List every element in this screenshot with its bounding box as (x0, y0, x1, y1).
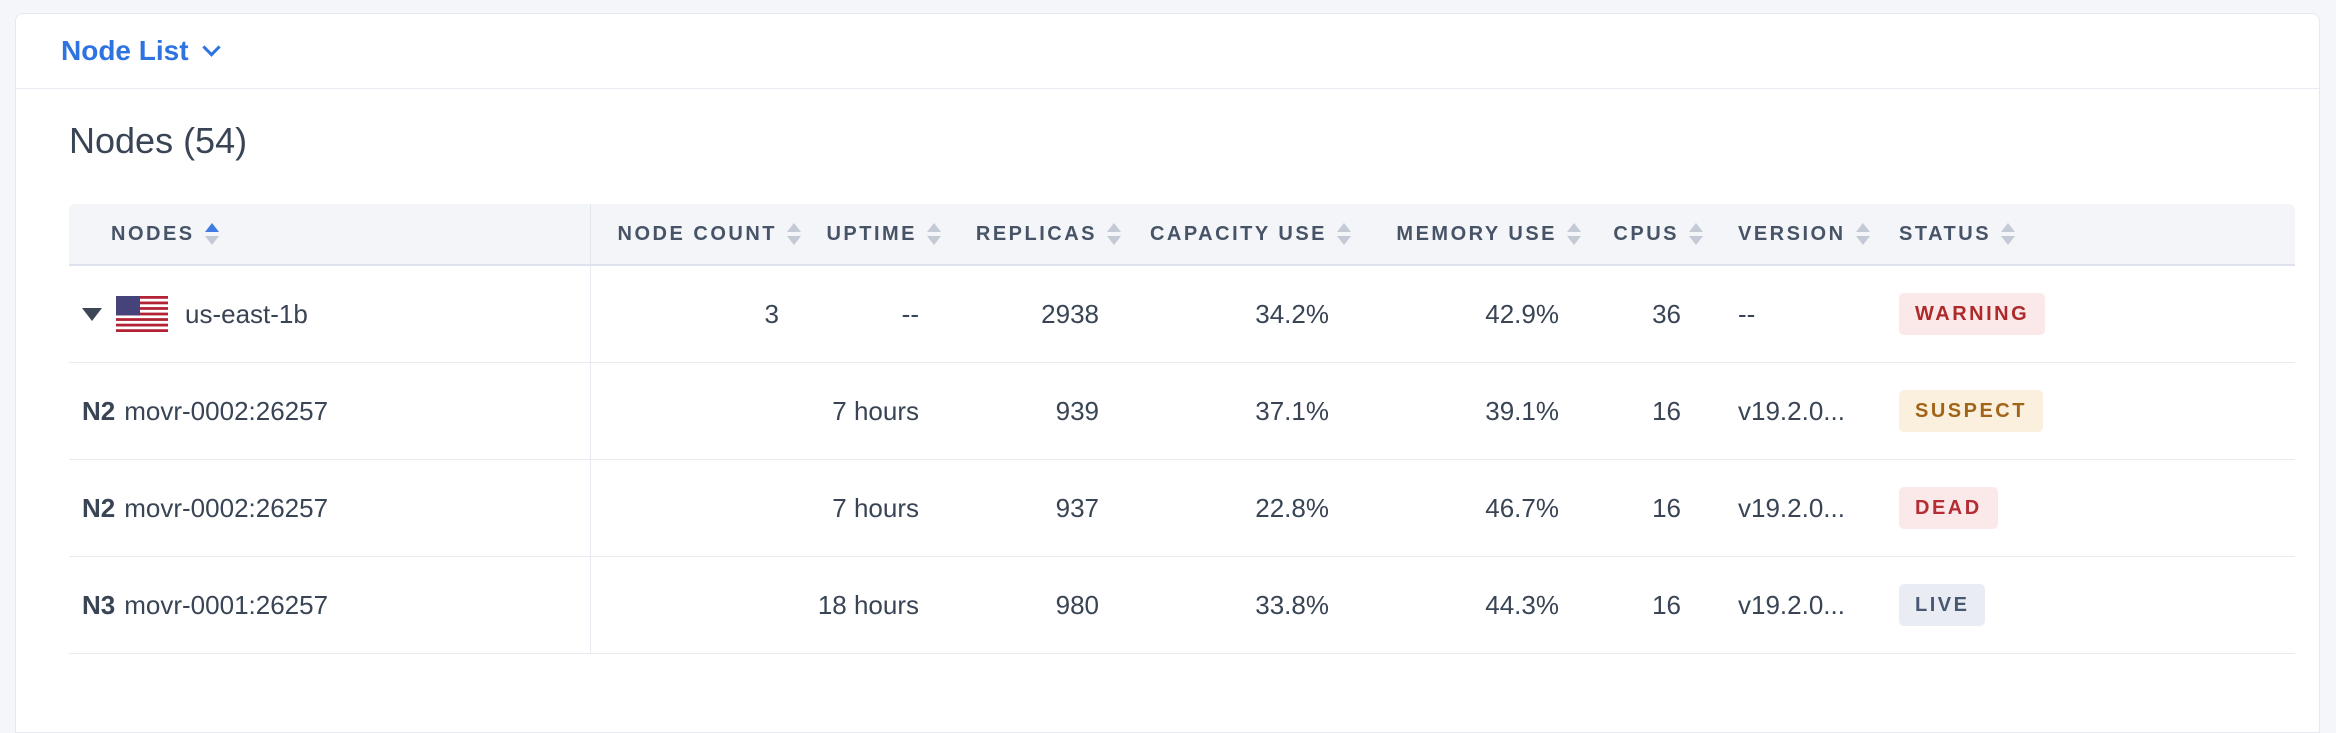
us-flag-icon (116, 296, 168, 332)
cell-cpus: 36 (1652, 298, 1681, 329)
column-label: NODE COUNT (617, 222, 777, 245)
node-name-link[interactable]: N3 movr-0001:26257 (82, 590, 328, 621)
column-label: CAPACITY USE (1149, 222, 1327, 245)
status-badge: SUSPECT (1899, 390, 2043, 432)
cell-status: DEAD (1867, 487, 2295, 529)
node-address: movr-0001:26257 (124, 589, 329, 620)
sort-arrows-icon (1855, 223, 1870, 245)
column-header-capacity-use[interactable]: CAPACITY USE (1121, 223, 1351, 246)
cell-uptime: 7 hours (832, 492, 919, 523)
sort-arrows-icon (1567, 223, 1581, 245)
cell-cpus: 16 (1652, 395, 1681, 426)
cell-replicas: 937 (1055, 492, 1099, 523)
status-badge: WARNING (1899, 293, 2046, 335)
node-id: N3 (82, 589, 116, 620)
view-selector-dropdown[interactable]: Node List (61, 35, 221, 67)
table-row-node: N2 movr-0002:26257 7 hours 937 22.8% 46.7… (69, 460, 2295, 557)
node-address: movr-0002:26257 (124, 395, 329, 426)
cell-memory-use: 39.1% (1485, 395, 1559, 426)
cell-status: LIVE (1867, 584, 2295, 626)
sort-arrows-icon (204, 223, 219, 245)
cell-uptime: 18 hours (817, 589, 919, 620)
table-row-node: N2 movr-0002:26257 7 hours 939 37.1% 39.1… (69, 363, 2295, 460)
sort-arrows-icon (1107, 223, 1121, 245)
column-header-memory-use[interactable]: MEMORY USE (1351, 223, 1581, 246)
cell-node-count: 3 (764, 298, 779, 329)
region-cell: us-east-1b (69, 266, 591, 362)
column-label: NODES (111, 222, 195, 245)
status-badge: DEAD (1899, 487, 1998, 529)
cell-capacity-use: 33.8% (1255, 589, 1329, 620)
node-id: N2 (82, 492, 116, 523)
sort-arrows-icon (1337, 223, 1351, 245)
cell-status: SUSPECT (1867, 390, 2295, 432)
sort-arrows-icon (787, 223, 801, 245)
node-name-link[interactable]: N2 movr-0002:26257 (82, 396, 328, 427)
column-header-status[interactable]: STATUS (1867, 223, 2295, 246)
column-header-version[interactable]: VERSION (1703, 222, 1870, 246)
column-header-cpus[interactable]: CPUS (1581, 223, 1703, 246)
column-header-uptime[interactable]: UPTIME (801, 223, 941, 246)
column-label: MEMORY USE (1396, 222, 1557, 245)
cell-capacity-use: 37.1% (1255, 395, 1329, 426)
cell-replicas: 980 (1055, 589, 1099, 620)
cell-memory-use: 42.9% (1485, 298, 1559, 329)
cell-status: WARNING (1867, 293, 2295, 335)
node-cell: N2 movr-0002:26257 (69, 460, 591, 556)
cell-replicas: 2938 (1041, 298, 1099, 329)
column-header-nodes[interactable]: NODES (69, 204, 591, 264)
cell-version: -- (1738, 298, 1756, 329)
cell-capacity-use: 34.2% (1255, 298, 1329, 329)
column-label: CPUS (1613, 222, 1679, 245)
cell-version: v19.2.0... (1738, 395, 1845, 426)
cell-version: v19.2.0... (1738, 589, 1845, 620)
caret-down-icon (82, 307, 102, 321)
cell-cpus: 16 (1652, 589, 1681, 620)
sort-arrows-icon (1689, 223, 1703, 245)
sort-arrows-icon (927, 223, 941, 245)
node-list-card: Node List Nodes (54) NODES NODE COUNT UP… (15, 13, 2320, 733)
cell-memory-use: 44.3% (1485, 589, 1559, 620)
node-name-link[interactable]: N2 movr-0002:26257 (82, 493, 328, 524)
cell-capacity-use: 22.8% (1255, 492, 1329, 523)
cell-memory-use: 46.7% (1485, 492, 1559, 523)
topbar: Node List (16, 14, 2319, 89)
expand-toggle[interactable] (82, 307, 116, 321)
column-header-replicas[interactable]: REPLICAS (941, 223, 1121, 246)
content-area: Nodes (54) NODES NODE COUNT UPTIME REPLI… (16, 89, 2319, 654)
cell-version: v19.2.0... (1738, 492, 1845, 523)
column-label: REPLICAS (975, 222, 1097, 245)
node-address: movr-0002:26257 (124, 492, 329, 523)
cell-replicas: 939 (1055, 395, 1099, 426)
view-selector-label: Node List (61, 35, 189, 66)
nodes-table: NODES NODE COUNT UPTIME REPLICAS CAPACIT… (69, 204, 2295, 654)
column-label: STATUS (1899, 222, 1992, 245)
chevron-down-icon (201, 37, 221, 57)
cell-uptime: 7 hours (832, 395, 919, 426)
cell-cpus: 16 (1652, 492, 1681, 523)
node-cell: N2 movr-0002:26257 (69, 363, 591, 459)
table-header-row: NODES NODE COUNT UPTIME REPLICAS CAPACIT… (69, 204, 2295, 266)
table-row-node: N3 movr-0001:26257 18 hours 980 33.8% 44.… (69, 557, 2295, 654)
column-label: VERSION (1738, 222, 1846, 245)
column-label: UPTIME (826, 222, 917, 245)
status-badge: LIVE (1899, 584, 1986, 626)
region-name: us-east-1b (185, 298, 308, 329)
node-cell: N3 movr-0001:26257 (69, 557, 591, 653)
page-title: Nodes (54) (69, 120, 248, 161)
sort-arrows-icon (2001, 223, 2016, 245)
table-row-region: us-east-1b 3 -- 2938 34.2% 42.9% 36 -- W… (69, 266, 2295, 363)
column-header-node-count[interactable]: NODE COUNT (591, 223, 801, 246)
cell-uptime: -- (901, 298, 919, 329)
node-id: N2 (82, 395, 116, 426)
